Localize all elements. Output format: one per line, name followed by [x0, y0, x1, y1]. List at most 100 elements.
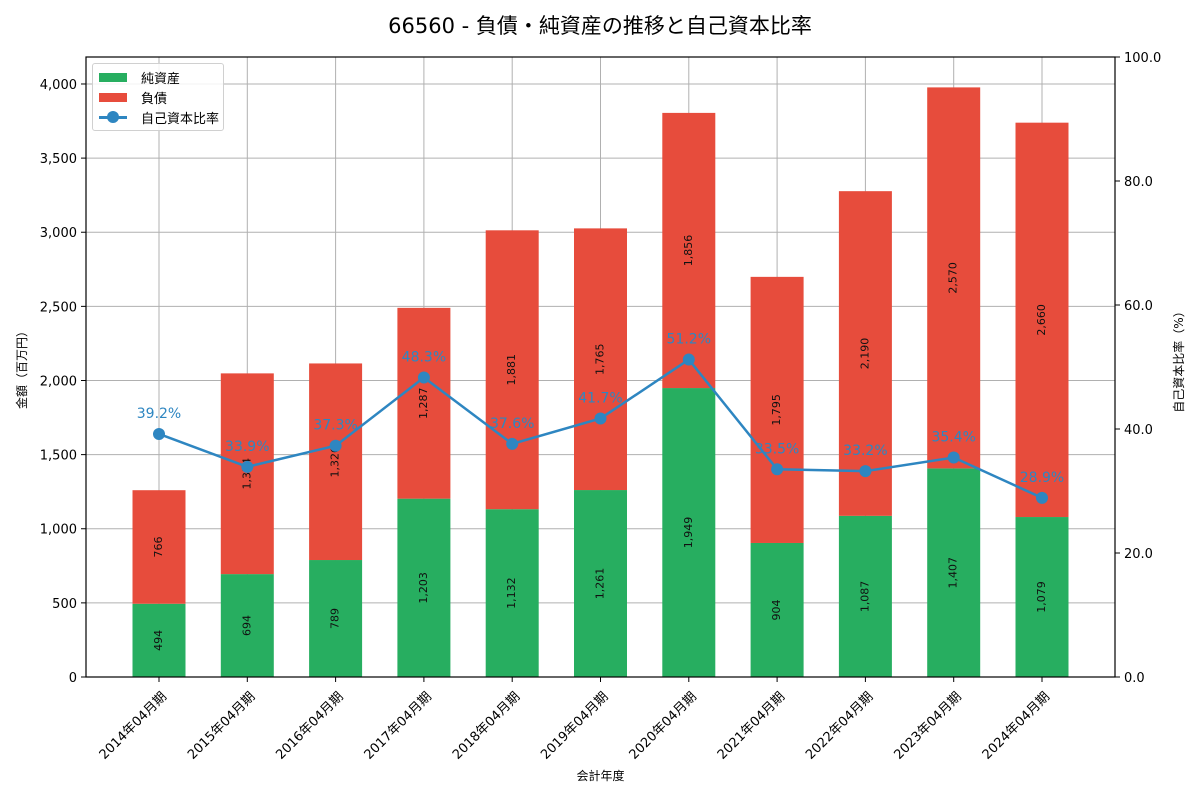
- bar-liabilities: [132, 490, 186, 604]
- y-right-tick-label: 60.0: [1124, 299, 1153, 314]
- net-assets-value-label: 1,132: [505, 577, 518, 609]
- x-tick-label: 2022年04月期: [803, 689, 876, 762]
- equity-ratio-label: 41.7%: [578, 390, 622, 406]
- net-assets-swatch-icon: [99, 72, 127, 82]
- net-assets-value-label: 1,079: [1035, 581, 1048, 613]
- bar-liabilities: [662, 112, 716, 389]
- x-tick-label: 2019年04月期: [538, 689, 611, 762]
- bar-net-assets: [662, 388, 716, 677]
- data-point-marker: [241, 460, 254, 473]
- legend-item-net-assets: 純資産: [99, 67, 180, 87]
- bar-net-assets: [132, 603, 186, 677]
- equity-ratio-label: 33.9%: [225, 439, 269, 455]
- liabilities-value-label: 1,881: [505, 354, 518, 386]
- y-left-tick-label: 4,000: [40, 78, 77, 93]
- liabilities-swatch-icon: [99, 92, 127, 102]
- bar-net-assets: [397, 498, 451, 677]
- liabilities-value-label: 1,326: [329, 446, 342, 478]
- liabilities-value-label: 1,856: [682, 235, 695, 267]
- bar-net-assets: [750, 542, 804, 677]
- equity-ratio-label: 39.2%: [137, 406, 181, 422]
- bar-liabilities: [1015, 122, 1069, 518]
- y-left-tick-label: 0: [69, 671, 77, 686]
- bar-liabilities: [397, 307, 451, 499]
- x-tick-label: 2015年04月期: [185, 689, 258, 762]
- bar-value-labels: 4947666941,3547891,3261,2031,2871,1321,8…: [152, 235, 1048, 651]
- bar-liabilities: [927, 87, 981, 469]
- liabilities-value-label: 1,765: [594, 343, 607, 375]
- y-left-tick-label: 3,000: [40, 226, 77, 241]
- data-point-marker: [771, 463, 784, 476]
- y-left-tick-label: 2,000: [40, 374, 77, 389]
- data-point-marker: [153, 427, 165, 440]
- data-point-marker: [947, 451, 960, 464]
- x-tick-label: 2017年04月期: [362, 689, 435, 762]
- equity-ratio-label: 35.4%: [931, 430, 975, 446]
- equity-ratio-label: 33.2%: [843, 443, 887, 459]
- liabilities-value-label: 766: [152, 536, 165, 557]
- x-tick-label: 2016年04月期: [273, 689, 346, 762]
- liabilities-value-label: 2,570: [947, 262, 960, 294]
- equity-ratio-label: 37.3%: [313, 418, 357, 434]
- bar-net-assets: [574, 490, 627, 677]
- x-tick-label: 2021年04月期: [715, 689, 788, 762]
- y-right-tick-label: 40.0: [1124, 423, 1153, 438]
- equity-ratio-line: 39.2% 33.9% 37.3% 48.3% 37.6% 41.7% 51.2% 33.5%…: [137, 332, 1064, 504]
- liabilities-value-label: 2,190: [858, 338, 871, 370]
- x-tick-label: 2024年04月期: [980, 689, 1053, 762]
- bar-net-assets: [838, 515, 892, 677]
- bar-series: [132, 87, 1069, 677]
- net-assets-value-label: 1,261: [594, 568, 607, 600]
- bar-liabilities: [485, 230, 539, 510]
- liabilities-value-label: 2,660: [1035, 304, 1048, 336]
- y-left-tick-label: 1,500: [40, 449, 77, 464]
- x-tick-label: 2020年04月期: [627, 689, 700, 762]
- legend: 純資産 負債 自己資本比率: [92, 63, 224, 131]
- x-tick-label: 2018年04月期: [450, 689, 523, 762]
- y-right-tick-label: 20.0: [1124, 547, 1153, 562]
- data-point-marker: [594, 412, 607, 425]
- net-assets-value-label: 1,203: [417, 572, 430, 604]
- y-left-tick-label: 3,500: [40, 152, 77, 167]
- bar-liabilities: [838, 191, 892, 516]
- x-axis-label: 会計年度: [576, 768, 624, 783]
- bar-net-assets: [1015, 517, 1069, 677]
- legend-item-equity-ratio: 自己資本比率: [99, 107, 219, 127]
- net-assets-value-label: 494: [152, 630, 165, 651]
- x-tick-label: 2023年04月期: [891, 689, 964, 762]
- equity-ratio-label: 48.3%: [402, 350, 446, 366]
- y-right-tick-label: 100.0: [1124, 51, 1161, 66]
- net-assets-value-label: 1,949: [682, 517, 695, 549]
- data-point-marker: [1036, 491, 1048, 504]
- equity-ratio-label: 37.6%: [490, 416, 534, 432]
- y-right-tick-label: 0.0: [1124, 671, 1145, 686]
- data-point-marker: [506, 437, 519, 450]
- y-left-tick-label: 500: [52, 597, 77, 612]
- bar-net-assets: [485, 509, 539, 677]
- bar-net-assets: [220, 574, 274, 677]
- legend-label: 純資産: [141, 71, 181, 87]
- net-assets-value-label: 694: [240, 615, 253, 636]
- y-left-axis-label: 金額（百万円）: [14, 325, 29, 409]
- net-assets-value-label: 1,087: [858, 581, 871, 613]
- equity-ratio-label: 51.2%: [667, 332, 711, 348]
- x-tick-label: 2014年04月期: [97, 689, 170, 762]
- equity-ratio-label: 33.5%: [755, 441, 799, 457]
- equity-ratio-label: 28.9%: [1020, 470, 1064, 486]
- bar-liabilities: [750, 276, 804, 543]
- bar-liabilities: [574, 228, 627, 491]
- legend-label: 自己資本比率: [141, 111, 220, 127]
- bar-liabilities: [309, 363, 363, 561]
- y-right-tick-label: 80.0: [1124, 175, 1153, 190]
- net-assets-value-label: 1,407: [947, 557, 960, 589]
- y-left-tick-label: 2,500: [40, 300, 77, 315]
- bar-net-assets: [927, 468, 981, 677]
- y-right-axis-label: 自己資本比率（%）: [1171, 305, 1186, 412]
- net-assets-value-label: 904: [770, 599, 783, 620]
- data-point-marker: [682, 353, 695, 366]
- liabilities-value-label: 1,795: [770, 394, 783, 426]
- line-marker-icon: [99, 110, 127, 124]
- bar-liabilities: [220, 373, 274, 575]
- bar-net-assets: [309, 560, 363, 677]
